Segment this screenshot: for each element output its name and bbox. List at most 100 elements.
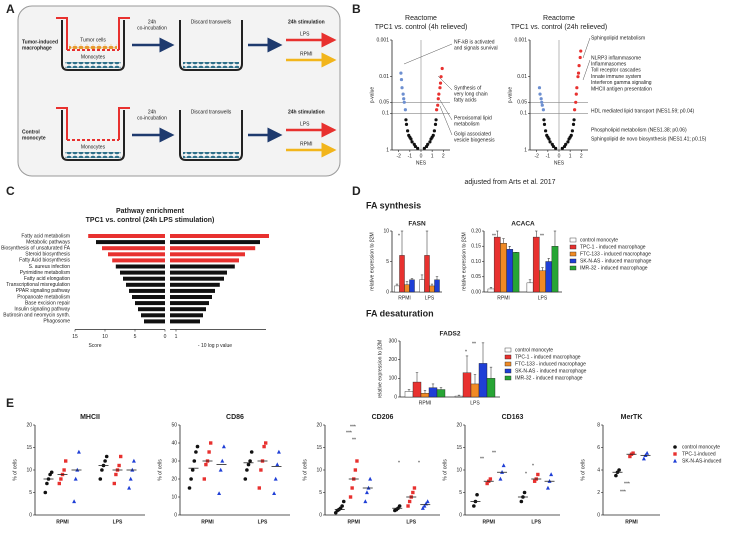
bar bbox=[420, 393, 430, 398]
point bbox=[119, 454, 123, 459]
point bbox=[571, 122, 576, 126]
point bbox=[340, 504, 344, 508]
y-tick-label: 50 bbox=[171, 422, 177, 428]
point bbox=[218, 467, 223, 472]
leader-line bbox=[439, 105, 453, 136]
y-axis-label: % of cells bbox=[12, 459, 18, 481]
annotation: metabolism bbox=[454, 122, 480, 128]
monocytes bbox=[183, 152, 239, 158]
legend-swatch bbox=[504, 354, 512, 360]
point bbox=[412, 142, 416, 146]
point bbox=[438, 86, 442, 90]
x-tick-label: RPMI bbox=[398, 295, 411, 301]
well-label: Monocytes bbox=[81, 54, 106, 60]
y-tick-label: 5 bbox=[319, 490, 322, 496]
point bbox=[399, 77, 404, 82]
x-tick-label: LPS bbox=[531, 519, 541, 525]
legend-label: FTC-133 - induced macrophage bbox=[515, 361, 586, 367]
point bbox=[194, 450, 198, 454]
point bbox=[673, 458, 677, 463]
point bbox=[576, 75, 580, 79]
point bbox=[673, 445, 677, 449]
x-axis-label: Score bbox=[88, 343, 101, 349]
leader-line bbox=[582, 37, 591, 59]
point bbox=[641, 456, 646, 461]
x-tick-label: 10 bbox=[102, 334, 108, 340]
bar bbox=[112, 258, 165, 263]
annotation: Toll receptor cascades bbox=[591, 68, 641, 74]
bar bbox=[141, 313, 165, 318]
annotation: MHCII antigen presentation bbox=[591, 86, 652, 92]
x-tick-label: LPS bbox=[538, 295, 548, 301]
bar bbox=[545, 261, 553, 293]
x-tick-label: 5 bbox=[134, 334, 137, 340]
significance: *** bbox=[620, 489, 626, 495]
point bbox=[350, 486, 354, 490]
point bbox=[245, 468, 249, 472]
y-tick-label: 300 bbox=[389, 338, 398, 344]
heading: FA desaturation bbox=[366, 308, 434, 318]
annotation: and signals survival bbox=[454, 46, 498, 52]
point bbox=[554, 146, 558, 150]
x-tick-label: 0 bbox=[558, 153, 561, 159]
point bbox=[353, 468, 358, 472]
point bbox=[406, 504, 410, 508]
bar bbox=[129, 288, 165, 293]
y-tick-label: 20 bbox=[456, 422, 462, 428]
bar bbox=[404, 391, 414, 398]
x-tick-label: RPMI bbox=[625, 519, 638, 525]
panel-letter: B bbox=[352, 2, 361, 16]
point bbox=[432, 129, 436, 133]
x-tick-label: 1 bbox=[175, 334, 178, 340]
bar bbox=[96, 240, 165, 245]
bar bbox=[434, 279, 440, 293]
annotation: Interferon gamma signaling bbox=[591, 80, 652, 86]
y-tick-label: 8 bbox=[597, 422, 600, 428]
point bbox=[522, 490, 527, 495]
y-tick-label: 0.15 bbox=[471, 244, 481, 250]
transwell bbox=[56, 17, 130, 50]
point bbox=[628, 454, 632, 459]
x-tick-label: -1 bbox=[546, 153, 551, 159]
bar bbox=[486, 378, 496, 398]
bar bbox=[429, 285, 435, 293]
legend-swatch bbox=[569, 251, 577, 257]
y-tick-label: 0 bbox=[394, 394, 397, 400]
point bbox=[542, 118, 546, 122]
arrow-label: LPS bbox=[300, 31, 310, 37]
point bbox=[103, 459, 107, 463]
row-2: Control monocyte Monocytes 24h co-incuba… bbox=[22, 107, 337, 161]
point bbox=[440, 66, 444, 71]
point bbox=[540, 100, 544, 104]
y-tick-label: 10 bbox=[171, 494, 177, 500]
point bbox=[401, 92, 405, 96]
point bbox=[438, 81, 443, 85]
y-axis-label: % of cells bbox=[302, 459, 308, 481]
point bbox=[262, 444, 266, 449]
bar bbox=[532, 236, 540, 293]
annotation: Golgi associated bbox=[454, 131, 491, 137]
point bbox=[189, 477, 193, 481]
point bbox=[276, 449, 281, 454]
y-axis-label: % of cells bbox=[442, 459, 448, 481]
chart-title: ACACA bbox=[511, 221, 535, 228]
legend-label: control monocyte bbox=[580, 237, 618, 243]
x-tick-label: 15 bbox=[72, 334, 78, 340]
legend-swatch bbox=[569, 258, 577, 264]
point bbox=[348, 495, 353, 499]
legend-swatch bbox=[569, 237, 577, 243]
annotation: Innate immune system bbox=[591, 74, 641, 80]
legend-label: FTC-133 - induced macrophage bbox=[580, 251, 651, 257]
x-tick-label: LPS bbox=[113, 519, 123, 525]
significance: ** bbox=[352, 437, 356, 443]
well bbox=[61, 110, 125, 161]
bar bbox=[135, 301, 165, 306]
row-label: monocyte bbox=[22, 135, 46, 141]
point bbox=[539, 97, 543, 101]
bar bbox=[170, 234, 269, 238]
annotation: fatty acids bbox=[454, 98, 477, 104]
point bbox=[550, 142, 554, 146]
row-1: Tumor-induced macrophage Tumor cells Mon… bbox=[22, 17, 337, 71]
chart-title: Pathway enrichment bbox=[116, 208, 185, 215]
panel-letter: E bbox=[6, 396, 14, 410]
